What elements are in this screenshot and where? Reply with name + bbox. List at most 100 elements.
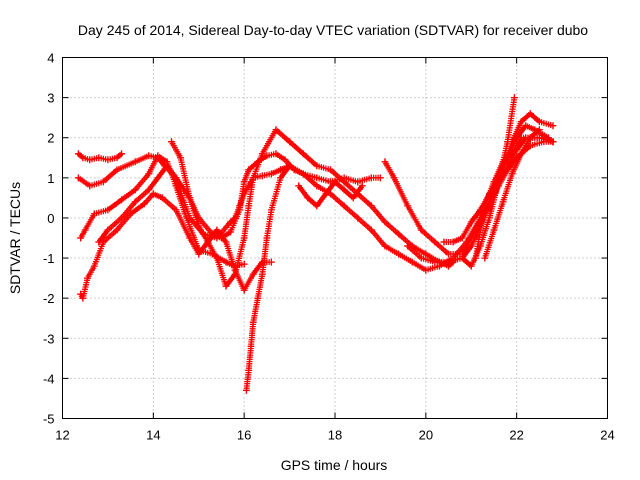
data-point [458,234,466,242]
data-series [74,94,557,394]
data-point [131,158,139,166]
series-track-14 [481,126,543,262]
data-point [83,274,91,282]
data-point [118,150,126,158]
data-point [249,174,257,182]
data-point [127,210,135,218]
data-point [376,174,384,182]
data-point [481,202,489,210]
data-point [249,270,257,278]
data-point [299,150,307,158]
x-tick-label: 20 [419,428,433,443]
data-point [458,254,466,262]
data-point [245,202,253,210]
data-point [499,198,507,206]
data-point [131,186,139,194]
x-tick-label: 24 [600,428,614,443]
y-tick-label: 3 [47,91,54,106]
data-point [467,218,475,226]
data-point [326,166,334,174]
data-point [277,166,284,174]
data-point [535,126,543,134]
data-point [222,238,230,246]
data-point [204,238,212,246]
data-point [258,172,266,180]
y-tick-label: -1 [43,251,55,266]
data-point [267,258,275,266]
data-point [186,234,194,242]
data-point [354,214,362,222]
series-track-1 [74,150,126,164]
data-point [340,178,348,186]
series-track-5 [95,162,294,246]
data-point [177,154,185,162]
data-point [417,226,425,234]
data-point [431,258,439,266]
data-point [286,138,294,146]
y-tick-label: 0 [47,211,54,226]
data-point [517,150,525,158]
data-point [158,194,166,202]
data-point [74,150,82,158]
data-point [245,182,253,190]
data-point [258,270,266,278]
data-point [186,214,194,222]
data-point [104,226,112,234]
data-point [508,170,516,178]
data-point [431,238,439,246]
data-point [313,174,321,182]
data-point [245,166,253,174]
data-point [549,138,557,146]
data-point [118,214,126,222]
data-point [331,178,339,186]
data-point [340,202,348,210]
data-point [140,200,148,208]
data-point [258,258,266,266]
data-point [227,228,235,236]
data-point [422,250,430,258]
data-point [104,156,112,164]
data-point [245,366,253,374]
data-point [254,294,262,302]
data-point [272,150,280,158]
data-point [472,254,480,262]
data-point [99,178,107,186]
data-point [240,286,248,294]
data-point [113,226,121,234]
data-point [517,134,525,142]
data-point [408,258,416,266]
data-point [549,122,557,130]
data-point [213,234,221,242]
data-point [247,342,255,350]
data-point [540,134,548,142]
data-point [186,194,194,202]
x-tick-label: 14 [146,428,160,443]
y-tick-label: -4 [43,371,55,386]
y-axis-label: SDTVAR / TECUs [7,182,23,294]
data-point [236,202,244,210]
data-point [213,226,221,234]
data-point [74,174,82,182]
data-point [535,118,543,126]
data-point [90,210,98,218]
data-point [77,290,85,298]
data-point [168,138,175,146]
data-point [358,182,366,190]
data-point [113,154,121,162]
data-point [154,174,162,182]
data-point [513,142,521,150]
data-point [354,178,362,186]
data-point [267,206,275,214]
series-track-4 [77,190,275,302]
data-point [508,150,516,158]
data-point [395,250,403,258]
data-point [145,186,153,194]
data-point [390,174,398,182]
data-point [81,226,89,234]
data-point [349,194,357,202]
data-point [476,226,484,234]
data-point [113,166,121,174]
data-point [263,234,271,242]
